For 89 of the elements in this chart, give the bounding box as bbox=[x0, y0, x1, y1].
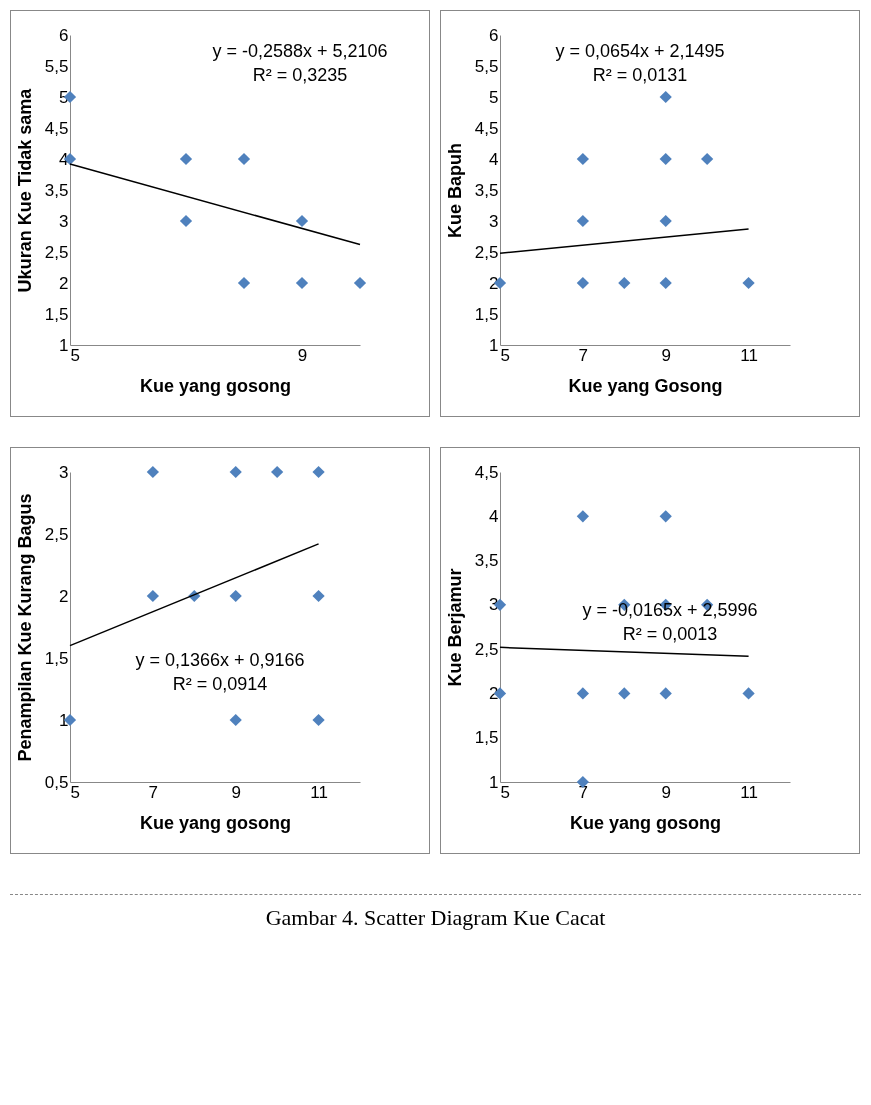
x-tick-label: 11 bbox=[310, 782, 328, 802]
x-tick-label: 9 bbox=[661, 782, 671, 802]
annotation: R² = 0,0013 bbox=[622, 624, 718, 644]
y-tick-label: 5 bbox=[489, 87, 499, 107]
x-axis-title: Kue yang gosong bbox=[569, 812, 722, 833]
annotation: y = -0,2588x + 5,2106 bbox=[212, 41, 388, 61]
y-tick-label: 3 bbox=[489, 211, 499, 231]
y-tick-label: 3,5 bbox=[474, 180, 499, 200]
y-axis-title: Kue Berjamur bbox=[444, 568, 465, 687]
y-tick-label: 3 bbox=[59, 462, 69, 482]
point bbox=[576, 214, 589, 228]
y-tick-label: 3,5 bbox=[474, 551, 499, 571]
y-tick-label: 1 bbox=[489, 335, 499, 355]
y-tick-label: 1,5 bbox=[44, 304, 69, 324]
point bbox=[742, 687, 755, 700]
y-tick-label: 2,5 bbox=[44, 524, 69, 544]
point bbox=[229, 713, 242, 727]
x-tick-label: 9 bbox=[231, 782, 241, 802]
y-tick-label: 6 bbox=[489, 25, 499, 45]
y-tick-label: 5,5 bbox=[44, 56, 69, 76]
point bbox=[576, 687, 589, 700]
point bbox=[237, 276, 251, 290]
point bbox=[229, 589, 242, 603]
y-tick-label: 6 bbox=[59, 25, 69, 45]
annotation: y = 0,1366x + 0,9166 bbox=[135, 650, 305, 670]
y-tick-label: 3 bbox=[59, 211, 69, 231]
y-tick-label: 2 bbox=[59, 586, 69, 606]
point bbox=[576, 152, 589, 166]
y-tick-label: 4,5 bbox=[474, 118, 499, 138]
y-tick-label: 2 bbox=[59, 273, 69, 293]
point bbox=[179, 152, 193, 166]
point bbox=[742, 276, 755, 290]
y-tick-label: 1 bbox=[489, 772, 499, 792]
y-tick-label: 1,5 bbox=[474, 728, 499, 748]
point bbox=[618, 687, 631, 700]
point bbox=[659, 152, 672, 166]
point bbox=[179, 214, 193, 228]
point bbox=[659, 510, 672, 523]
point bbox=[659, 276, 672, 290]
point bbox=[618, 276, 631, 290]
y-tick-label: 1 bbox=[59, 335, 69, 355]
y-tick-label: 2,5 bbox=[474, 242, 499, 262]
point bbox=[295, 214, 309, 228]
y-tick-label: 4 bbox=[489, 506, 499, 526]
point bbox=[576, 510, 589, 523]
y-tick-label: 1 bbox=[59, 710, 69, 730]
point bbox=[659, 90, 672, 104]
point bbox=[701, 152, 714, 166]
point bbox=[353, 276, 367, 290]
y-axis-title: Penampilan Kue Kurang Bagus bbox=[14, 493, 35, 762]
annotation: y = -0,0165x + 2,5996 bbox=[582, 600, 758, 620]
annotation: y = 0,0654x + 2,1495 bbox=[555, 41, 725, 61]
point bbox=[229, 465, 242, 479]
point bbox=[237, 152, 251, 166]
y-tick-label: 2,5 bbox=[474, 639, 499, 659]
y-tick-label: 4,5 bbox=[474, 462, 499, 482]
y-tick-label: 5,5 bbox=[474, 56, 499, 76]
point bbox=[312, 589, 325, 603]
point bbox=[146, 589, 159, 603]
x-axis-title: Kue yang gosong bbox=[139, 375, 292, 396]
point bbox=[659, 214, 672, 228]
point bbox=[659, 687, 672, 700]
y-tick-label: 1,5 bbox=[474, 304, 499, 324]
x-axis-title: Kue yang gosong bbox=[139, 812, 292, 833]
point bbox=[576, 276, 589, 290]
y-tick-label: 2,5 bbox=[44, 242, 69, 262]
point bbox=[295, 276, 309, 290]
x-tick-label: 9 bbox=[661, 345, 671, 365]
annotation: R² = 0,0914 bbox=[172, 674, 268, 694]
point bbox=[146, 465, 159, 479]
text: Gambar 4. Scatter Diagram Kue Cacat bbox=[10, 894, 861, 931]
y-tick-label: 0,5 bbox=[44, 772, 69, 792]
y-tick-label: 1,5 bbox=[44, 648, 69, 668]
annotation: R² = 0,0131 bbox=[592, 65, 688, 85]
x-axis-title: Kue yang Gosong bbox=[568, 375, 723, 396]
y-axis-title: Ukuran Kue Tidak sama bbox=[14, 87, 35, 293]
x-tick-label: 9 bbox=[297, 345, 308, 365]
point bbox=[271, 465, 284, 479]
y-axis-title: Kue Bapuh bbox=[444, 142, 465, 239]
x-tick-label: 7 bbox=[148, 782, 159, 802]
y-tick-label: 4 bbox=[489, 149, 499, 169]
point bbox=[312, 465, 325, 479]
point bbox=[312, 713, 325, 727]
x-tick-label: 7 bbox=[578, 345, 589, 365]
y-tick-label: 4,5 bbox=[44, 118, 69, 138]
x-tick-label: 11 bbox=[740, 345, 758, 365]
x-tick-label: 11 bbox=[740, 782, 758, 802]
annotation: R² = 0,3235 bbox=[252, 65, 348, 85]
y-tick-label: 3,5 bbox=[44, 180, 69, 200]
